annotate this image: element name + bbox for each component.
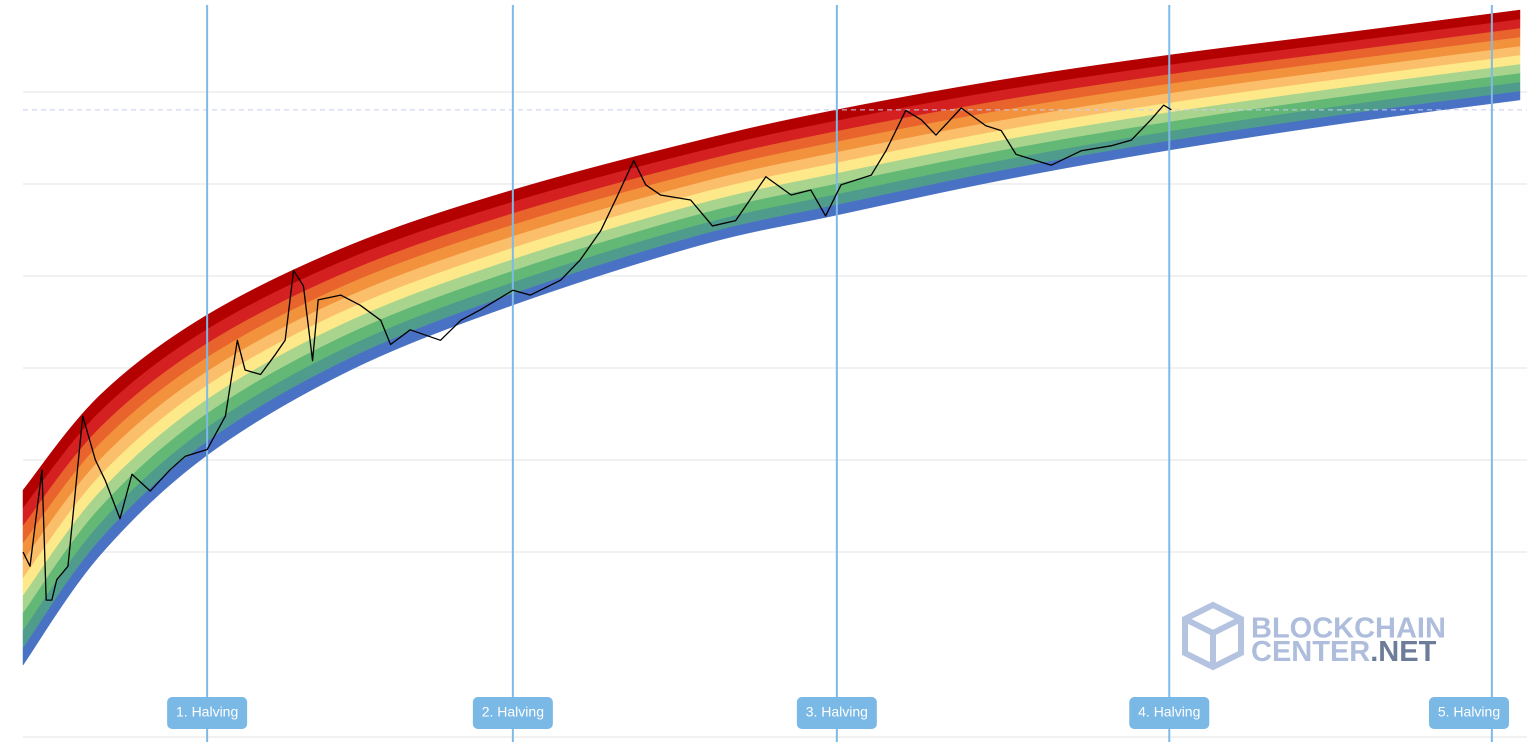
watermark-text: BLOCKCHAIN: [1251, 613, 1446, 645]
halving-label-box: [1429, 697, 1509, 729]
watermark-text: CENTER: [1251, 636, 1370, 668]
halving-label-box: [1129, 697, 1210, 729]
halving-label: 3. Halving: [806, 704, 868, 720]
watermark-text: .NET: [1370, 636, 1436, 668]
price-line: [22, 104, 1172, 601]
logo-cube-edge: [1183, 616, 1243, 667]
halving-label-box: [167, 697, 248, 729]
halving-label-box: [796, 697, 877, 729]
halving-label: 1. Halving: [176, 704, 238, 720]
rainbow-band: [22, 9, 1521, 509]
halving-label: 4. Halving: [1138, 704, 1200, 720]
halving-label: 5. Halving: [1438, 704, 1500, 720]
halving-label-box: [472, 697, 553, 729]
halving-label: 2. Halving: [482, 704, 544, 720]
watermark: BLOCKCHAIN CENTER.NET: [1182, 601, 1446, 671]
watermark-text: CENTER.NET: [1251, 636, 1437, 668]
